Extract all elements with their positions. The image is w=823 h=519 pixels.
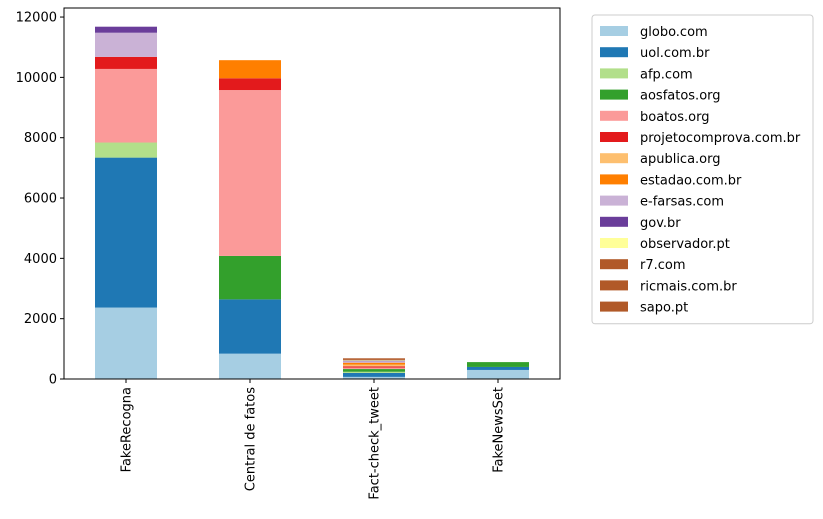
bar-segment-sapo-pt-2 [343,358,405,359]
legend-swatch [600,301,628,312]
legend-swatch [600,132,628,142]
legend-label: ricmais.com.br [640,279,737,294]
legend-swatch [600,259,628,270]
legend: globo.com uol.com.br afp.com aosfatos.org bo… [591,14,814,325]
legend-label: sapo.pt [640,301,688,316]
x-axis: FakeRecogna Central de fatos Fact-check_tw… [120,379,507,500]
bar-segment-globo-com-2 [343,376,405,379]
bar-segment-uol-com-br-2 [343,372,405,377]
bar-segment-e-farsas-com-0 [95,32,157,57]
bar-segment-globo-com-1 [219,353,281,379]
bar-segment-globo-com-0 [95,307,157,379]
legend-label: apublica.org [640,152,721,167]
y-axis: 0 2000 4000 6000 8000 10000 12000 [16,11,64,388]
bar-segment-aosfatos-org-3 [467,362,529,367]
x-tick-label: FakeNewsSet [492,387,507,473]
legend-swatch [600,26,628,36]
bar-segment-gov-br-2 [343,360,405,362]
legend-label: afp.com [640,67,693,82]
bars-group [95,26,529,379]
bar-segment-boatos-org-0 [95,68,157,143]
y-tick-label: 2000 [24,312,57,327]
bar-segment-projetocomprova-com-br-0 [95,56,157,69]
x-tick-label: Central de fatos [244,387,259,491]
bar-segment-boatos-org-1 [219,90,281,256]
bar-segment-estadao-com-br-2 [343,362,405,365]
y-tick-label: 10000 [16,71,57,86]
legend-label: globo.com [640,25,708,40]
bar-segment-observador-pt-2 [343,360,405,361]
legend-swatch [600,280,628,291]
legend-swatch [600,47,628,58]
bar-segment-aosfatos-org-2 [343,369,405,372]
legend-label: estadao.com.br [640,173,742,188]
plot-frame [63,7,561,380]
y-tick-label: 4000 [24,252,57,267]
bar-segment-globo-com-3 [467,369,529,379]
x-tick-label: Fact-check_tweet [368,387,383,500]
legend-swatch [600,216,628,227]
y-tick-label: 0 [49,373,57,388]
y-tick-label: 6000 [24,192,57,207]
bar-segment-r7-com-2 [343,359,405,360]
y-tick-label: 8000 [24,131,57,146]
legend-label: observador.pt [640,237,730,252]
bar-segment-e-farsas-com-2 [343,361,405,363]
legend-label: r7.com [640,258,686,273]
bar-segment-projetocomprova-com-br-1 [219,78,281,91]
bar-segment-boatos-org-2 [343,367,405,370]
bar-segment-afp-com-0 [95,142,157,158]
bar-segment-uol-com-br-0 [95,157,157,308]
x-tick-label: FakeRecogna [120,387,135,472]
legend-swatch [600,238,628,248]
legend-label: e-farsas.com [640,195,724,210]
legend-swatch [600,153,628,164]
legend-swatch [600,174,628,185]
legend-swatch [600,110,628,121]
bar-segment-aosfatos-org-1 [219,255,281,300]
legend-label: aosfatos.org [640,89,721,104]
bar-segment-gov-br-0 [95,26,157,33]
legend-label: projetocomprova.com.br [640,131,801,146]
legend-swatch [600,68,628,79]
bar-segment-uol-com-br-3 [467,366,529,370]
bar-segment-estadao-com-br-1 [219,60,281,79]
legend-label: uol.com.br [640,46,710,61]
y-tick-label: 12000 [16,11,57,26]
bar-segment-ricmais-com-br-2 [343,358,405,360]
bar-segment-afp-com-2 [343,371,405,373]
legend-label: gov.br [640,216,681,231]
bar-segment-projetocomprova-com-br-2 [343,366,405,368]
legend-swatch [600,195,628,206]
legend-swatch [600,89,628,100]
legend-box [591,14,814,325]
legend-label: boatos.org [640,110,709,125]
bar-segment-uol-com-br-1 [219,299,281,354]
bar-segment-apublica-org-2 [343,364,405,367]
